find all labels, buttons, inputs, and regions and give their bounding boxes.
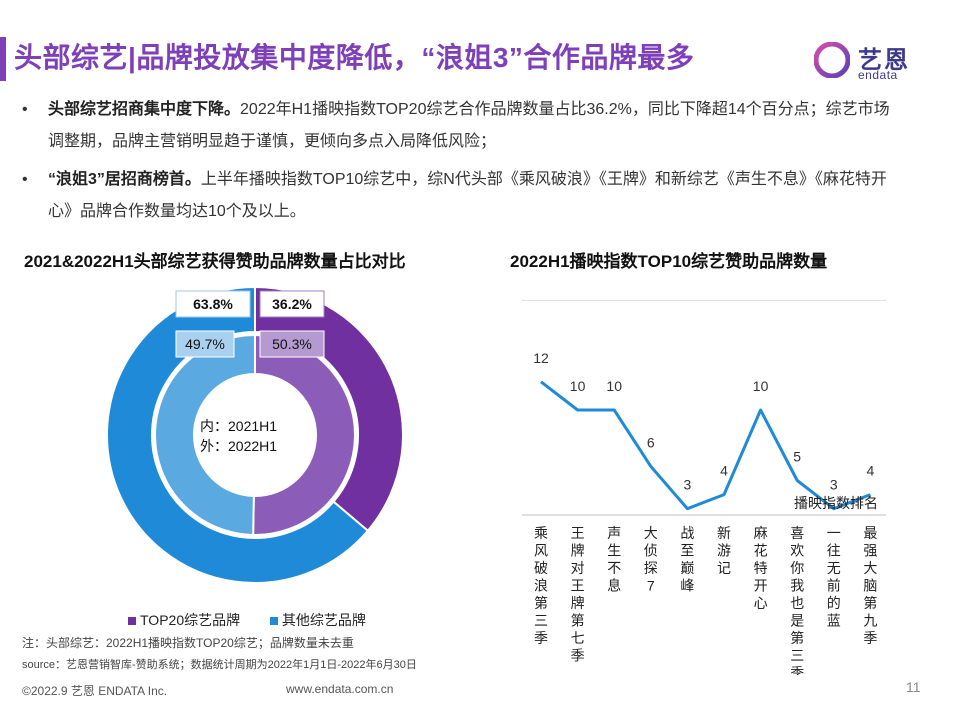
bullet-text: 上半年播映指数TOP10综艺中，综N代头部《乘风破浪》《王牌》和新综艺《声生不息… (48, 171, 887, 220)
label-box (175, 290, 251, 318)
legend-item-top20: TOP20综艺品牌 (128, 612, 244, 628)
category-label: 战至巅峰 (680, 525, 694, 594)
data-label: 3 (830, 477, 838, 493)
legend-swatch-purple (128, 617, 136, 626)
data-label: 10 (606, 378, 622, 394)
category-label: 声生不息 (607, 525, 621, 594)
category-label: 喜欢你我也是第三季 (790, 525, 804, 675)
category-label: 乘风破浪第三季 (534, 525, 548, 646)
category-label: 新游记 (717, 525, 731, 576)
data-label: 6 (647, 434, 655, 450)
category-label: 王牌对王牌第七季 (571, 525, 585, 664)
donut-chart: 63.8% 36.2% 49.7% 50.3% (106, 285, 404, 584)
category-label: 麻花特开心 (754, 525, 768, 611)
label-inner-other: 49.7% (175, 330, 235, 358)
donut-legend: TOP20综艺品牌 其他综艺品牌 (128, 610, 366, 630)
bullet-dot: • (22, 101, 28, 118)
logo-text-en: endata (858, 68, 898, 82)
label-outer-top20: 36.2% (259, 290, 325, 318)
line-chart-title: 2022H1播映指数TOP10综艺赞助品牌数量 (510, 252, 828, 271)
donut-slice-outer-0 (254, 285, 404, 533)
data-label: 10 (753, 378, 769, 394)
data-label: 4 (720, 463, 728, 479)
bullet-bold: “浪姐3”居招商榜首。 (48, 171, 201, 188)
bullet-dot: • (22, 171, 28, 188)
legend-item-other: 其他综艺品牌 (269, 612, 366, 628)
data-label: 3 (684, 477, 692, 493)
label-text: 50.3% (272, 336, 312, 352)
data-label: 10 (570, 378, 586, 394)
label-text: 63.8% (193, 296, 233, 312)
bullet-item: • 头部综艺招商集中度下降。2022年H1播映指数TOP20综艺合作品牌数量占比… (22, 94, 902, 158)
bullet-bold: 头部综艺招商集中度下降。 (48, 101, 241, 118)
legend-swatch-blue (269, 617, 278, 626)
donut-slice-outer-1 (106, 285, 370, 584)
logo-text-cn: 艺恩 (858, 47, 910, 74)
label-box (259, 330, 325, 358)
bullet-text: 2022年H1播映指数TOP20综艺合作品牌数量占比36.2%，同比下降超14个… (48, 101, 890, 150)
title-accent-bar (0, 37, 6, 81)
footer-copyright: ©2022.9 艺恩 ENDATA Inc. (22, 684, 168, 698)
endata-logo-icon (814, 42, 850, 78)
data-label: 4 (867, 463, 875, 479)
category-label: 最强大脑第九季 (863, 525, 877, 646)
label-inner-top20: 50.3% (259, 330, 325, 358)
donut-chart-title: 2021&2022H1头部综艺获得赞助品牌数量占比对比 (24, 252, 406, 271)
label-text: 36.2% (272, 296, 312, 312)
chart-source: source：艺恩营销智库-赞助系统；数据统计周期为2022年1月1日-2022… (22, 659, 417, 671)
category-label: 大侦探 7 (644, 525, 658, 594)
donut-center-line-outer: 外：2022H1 (200, 438, 278, 454)
donut-center-label: 内：2021H1 外：2022H1 (200, 416, 277, 456)
series-line (540, 380, 871, 511)
data-label: 5 (793, 449, 801, 465)
legend-label: 其他综艺品牌 (281, 612, 366, 628)
chart-note: 注：头部综艺：2022H1播映指数TOP20综艺；品牌数量未去重 (22, 636, 354, 650)
donut-slice-inner-0 (252, 333, 357, 536)
x-axis-title: 播映指数排名 (794, 495, 878, 511)
label-text: 49.7% (185, 336, 225, 352)
donut-slice-inner-1 (154, 333, 256, 537)
endata-logo: 艺恩 endata (814, 40, 934, 84)
label-box (259, 290, 325, 318)
page-title: 头部综艺|品牌投放集中度降低，“浪姐3”合作品牌最多 (14, 42, 695, 73)
data-label: 12 (533, 350, 549, 366)
page-number: 11 (906, 679, 921, 695)
category-label: 一往无前的蓝 (827, 525, 841, 629)
label-box (175, 330, 235, 358)
bullet-item: • “浪姐3”居招商榜首。上半年播映指数TOP10综艺中，综N代头部《乘风破浪》… (22, 164, 902, 228)
label-outer-other: 63.8% (175, 290, 251, 318)
footer-website: www.endata.com.cn (286, 682, 394, 696)
donut-center-line-inner: 内：2021H1 (200, 418, 278, 434)
legend-label: TOP20综艺品牌 (140, 612, 241, 628)
